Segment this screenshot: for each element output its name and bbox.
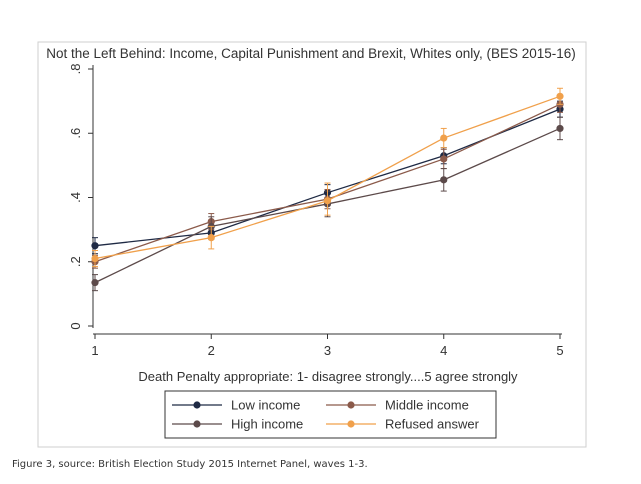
- x-tick-label: 2: [208, 343, 215, 358]
- legend-label: High income: [231, 417, 303, 432]
- x-tick-label: 4: [440, 343, 447, 358]
- plot-area: 0 .2 .4 .6 .8 1 2 3 4 5: [68, 64, 564, 358]
- data-point: [207, 234, 215, 242]
- legend: Low income Middle income High income Refuse…: [164, 390, 497, 439]
- legend-item: High income: [172, 417, 303, 432]
- x-axis-label: Death Penalty appropriate: 1- disagree s…: [138, 369, 518, 384]
- y-tick-label: 0: [68, 322, 83, 329]
- legend-box: [164, 390, 497, 439]
- legend-item: Low income: [172, 398, 300, 413]
- figure-caption: Figure 3, source: British Election Study…: [12, 459, 368, 470]
- x-tick-label: 3: [324, 343, 331, 358]
- x-tick-label: 5: [556, 343, 563, 358]
- data-point: [323, 197, 332, 205]
- y-tick-label: .8: [68, 64, 83, 75]
- y-tick-label: .4: [68, 192, 83, 203]
- legend-marker: [347, 420, 355, 428]
- data-point: [556, 124, 564, 133]
- data-point: [440, 155, 448, 163]
- chart-title: Not the Left Behind: Income, Capital Pun…: [46, 46, 576, 61]
- legend-marker: [193, 420, 201, 428]
- chart-frame: [37, 41, 587, 448]
- legend-marker: [193, 401, 201, 409]
- data-point: [91, 254, 99, 263]
- data-point: [556, 92, 564, 100]
- data-point: [91, 279, 99, 287]
- legend-label: Middle income: [385, 398, 469, 413]
- x-tick-label: 1: [91, 343, 98, 358]
- legend-marker: [347, 401, 355, 409]
- legend-item: Refused answer: [326, 417, 480, 432]
- y-tick-label: .6: [68, 128, 83, 139]
- legend-label: Refused answer: [385, 417, 480, 432]
- y-tick-label: .2: [68, 256, 83, 267]
- series-refused-answer: [91, 87, 564, 268]
- data-point: [91, 242, 99, 250]
- legend-item: Middle income: [326, 398, 469, 413]
- data-point: [440, 176, 448, 184]
- legend-label: Low income: [231, 398, 300, 413]
- data-point: [440, 134, 448, 142]
